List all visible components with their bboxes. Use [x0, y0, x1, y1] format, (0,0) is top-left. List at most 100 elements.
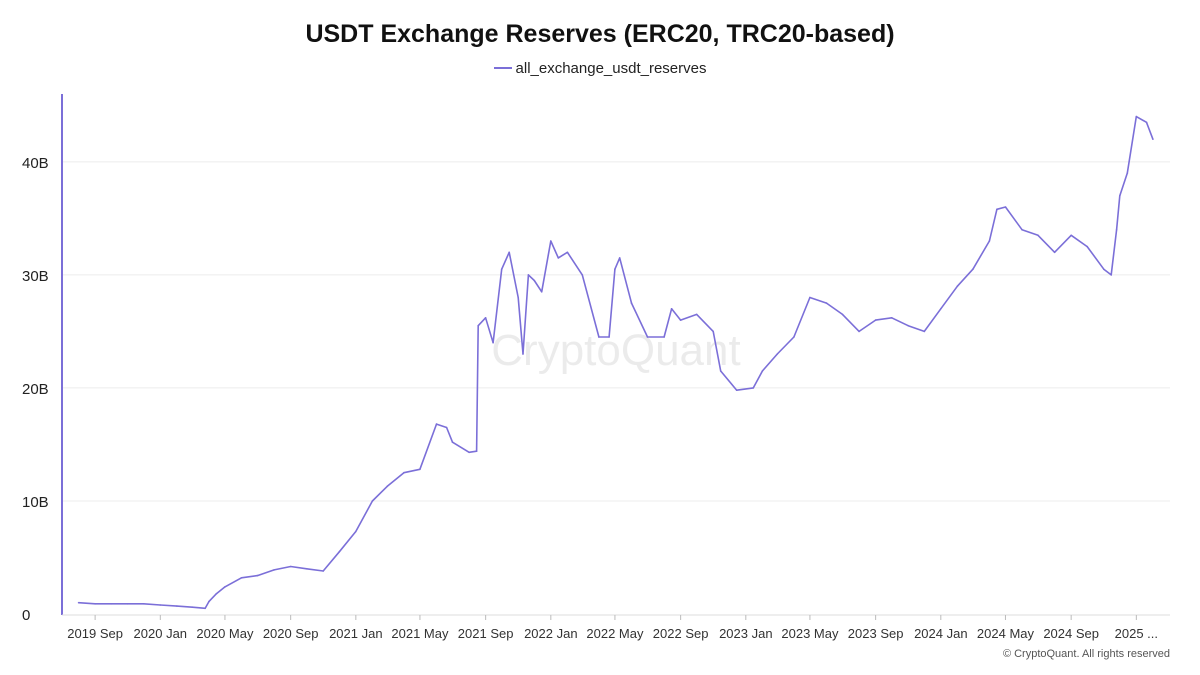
data-point — [533, 279, 536, 282]
data-point — [825, 302, 828, 304]
data-point — [500, 268, 503, 271]
data-point — [355, 530, 357, 533]
data-point — [126, 603, 129, 605]
data-point — [176, 605, 178, 607]
x-tick-label: 2022 Jan — [524, 626, 578, 641]
x-tick-label: 2020 Sep — [263, 626, 319, 641]
data-point — [793, 336, 795, 338]
data-point — [224, 586, 226, 588]
data-point — [451, 441, 454, 444]
data-point — [761, 370, 764, 372]
data-point — [403, 471, 405, 474]
x-tick-label: 2021 Jan — [329, 626, 383, 641]
x-tick-label: 2020 Jan — [134, 626, 188, 641]
data-point — [858, 330, 860, 333]
data-point — [566, 251, 569, 254]
y-tick-label: 20B — [22, 381, 49, 398]
data-point — [679, 319, 682, 321]
data-point — [1053, 251, 1056, 254]
data-point — [614, 268, 616, 271]
data-point — [1110, 274, 1112, 276]
data-point — [735, 389, 738, 392]
data-point — [508, 251, 511, 254]
data-point — [923, 330, 926, 333]
data-point — [273, 569, 275, 571]
data-point — [557, 257, 560, 259]
data-point — [142, 603, 145, 605]
data-point — [475, 450, 478, 453]
x-tick-label: 2019 Sep — [67, 626, 123, 641]
data-point — [527, 274, 530, 276]
data-point — [598, 336, 600, 338]
data-point — [608, 336, 610, 338]
y-tick-label: 40B — [22, 155, 49, 172]
data-point — [208, 600, 210, 603]
data-point — [445, 426, 448, 429]
data-point — [663, 336, 665, 338]
data-point — [996, 208, 998, 211]
data-point — [540, 291, 543, 293]
data-point — [988, 240, 991, 242]
copyright-footer: © CryptoQuant. All rights reserved — [1002, 648, 1170, 660]
x-tick-label: 2022 May — [586, 626, 644, 641]
data-point — [618, 257, 621, 259]
data-point — [972, 268, 974, 271]
data-point — [1070, 234, 1072, 237]
x-tick-label: 2021 Sep — [458, 626, 514, 641]
data-point — [484, 317, 487, 319]
data-point — [435, 423, 438, 425]
y-tick-label: 30B — [22, 268, 49, 285]
legend-swatch — [493, 67, 512, 70]
data-point — [752, 387, 755, 389]
data-point — [1103, 268, 1105, 271]
x-tick-label: 2023 May — [781, 626, 839, 641]
data-point — [630, 302, 633, 304]
data-point — [492, 341, 494, 344]
data-point — [338, 551, 341, 553]
data-point — [695, 313, 698, 316]
data-point — [371, 500, 374, 502]
x-tick-label: 2021 May — [391, 626, 449, 641]
data-point — [468, 451, 470, 454]
y-tick-label: 10B — [22, 494, 49, 511]
x-tick-label: 2025 ... — [1115, 626, 1158, 641]
data-point — [581, 274, 584, 276]
data-point — [809, 296, 811, 299]
data-point — [890, 317, 893, 319]
data-point — [646, 336, 649, 338]
data-point — [477, 324, 480, 327]
y-tick-label: 0 — [22, 607, 30, 624]
data-point — [191, 606, 194, 608]
data-point — [1086, 245, 1088, 248]
x-tick-label: 2022 Sep — [653, 626, 709, 641]
data-point — [719, 370, 722, 372]
data-point — [204, 607, 206, 610]
data-point — [419, 468, 421, 471]
data-point — [240, 577, 243, 579]
data-point — [110, 603, 112, 605]
data-point — [874, 319, 877, 321]
data-point — [256, 574, 259, 577]
data-point — [1119, 194, 1121, 197]
data-point — [1037, 234, 1039, 237]
data-point — [776, 353, 779, 355]
data-point — [1152, 138, 1154, 140]
data-point — [670, 308, 673, 310]
data-point — [305, 568, 308, 570]
data-point — [159, 604, 162, 606]
data-point — [1126, 172, 1129, 174]
data-point — [289, 565, 292, 568]
data-point — [1021, 228, 1023, 231]
x-tick-label: 2024 Sep — [1043, 626, 1099, 641]
data-point — [386, 485, 389, 488]
legend[interactable]: all_exchange_usdt_reserves — [0, 60, 1200, 77]
data-point — [94, 603, 96, 605]
data-point — [940, 308, 942, 310]
data-point — [907, 324, 909, 327]
data-point — [522, 353, 524, 355]
x-tick-label: 2023 Jan — [719, 626, 773, 641]
data-point — [550, 240, 552, 242]
data-point — [712, 330, 714, 333]
x-tick-label: 2024 May — [977, 626, 1035, 641]
